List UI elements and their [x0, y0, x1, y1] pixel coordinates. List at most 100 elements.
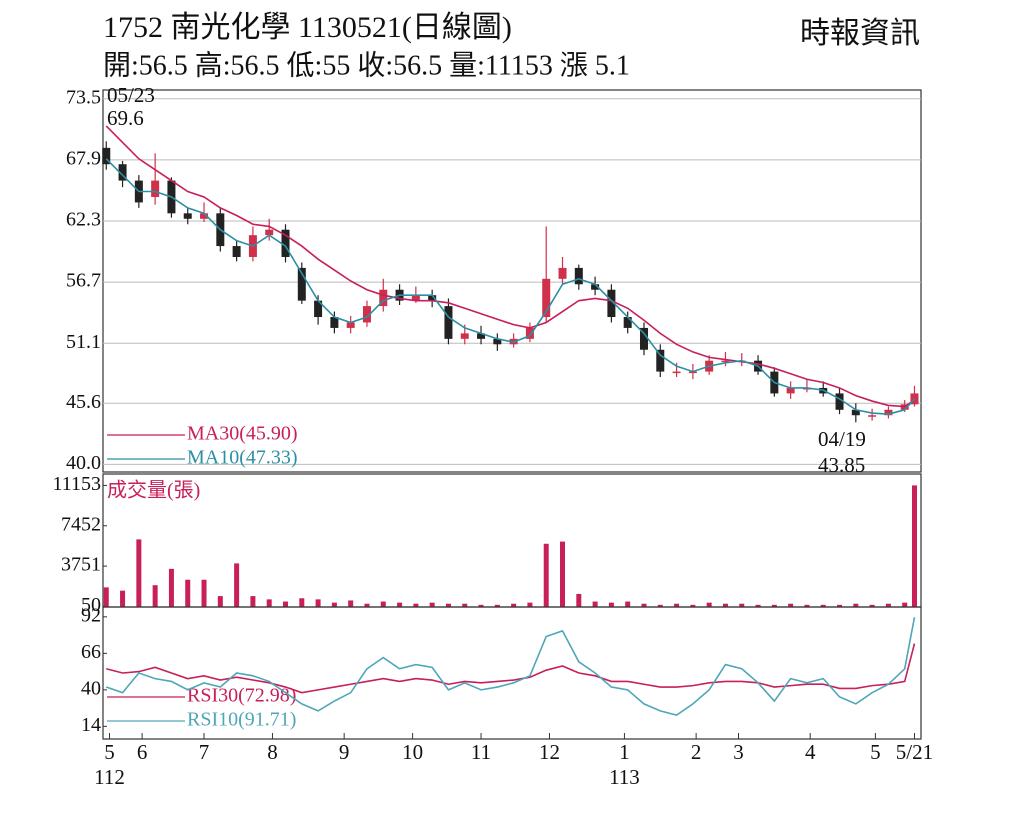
y-tick-label: 73.5	[66, 86, 101, 108]
candle-body	[851, 409, 860, 416]
volume-bar	[348, 600, 354, 607]
candle-body	[477, 333, 486, 339]
annotation: 04/19	[818, 427, 866, 451]
volume-bar	[560, 541, 566, 607]
volume-bar	[136, 539, 142, 607]
volume-bar	[397, 602, 403, 607]
y-tick-label: 40.0	[66, 452, 101, 474]
series-line	[105, 125, 915, 408]
x-tick-label: 3	[733, 740, 744, 764]
volume-bar	[706, 602, 712, 607]
volume-bar	[739, 603, 745, 607]
candle-body	[460, 333, 469, 339]
x-tick-label: 12	[539, 740, 560, 764]
volume-bar	[885, 603, 891, 607]
candle-body	[786, 387, 795, 394]
volume-bar	[543, 543, 549, 607]
volume-bar	[217, 596, 223, 607]
candle-body	[297, 267, 306, 301]
x-tick-label: 5/21	[896, 740, 933, 764]
y-tick-label: 67.9	[66, 147, 101, 169]
candle-body	[232, 246, 241, 257]
x-tick-label: 5	[104, 740, 115, 764]
candle-body	[281, 229, 290, 257]
annotation: 05/23	[107, 83, 155, 107]
y-tick-label: 51.1	[66, 331, 101, 353]
panel-frame	[102, 606, 922, 740]
candle-body	[910, 393, 919, 405]
volume-bar	[283, 601, 289, 607]
volume-bar	[837, 604, 843, 607]
candle-body	[346, 322, 355, 328]
x-tick-label: 2	[691, 740, 702, 764]
y-tick-label: 7452	[61, 513, 101, 535]
y-tick-label: 14	[81, 714, 101, 736]
volume-bar	[869, 604, 875, 607]
x-tick-label: 4	[805, 740, 816, 764]
annotation: 43.85	[818, 453, 865, 477]
y-tick-label: 3751	[61, 554, 101, 576]
candle-body	[118, 164, 127, 181]
candle-body	[151, 180, 160, 197]
volume-bar	[250, 596, 256, 607]
volume-bar	[380, 601, 386, 607]
candle-body	[200, 213, 209, 219]
candle-body	[835, 393, 844, 410]
volume-bar	[168, 568, 174, 607]
candle-body	[379, 289, 388, 307]
candle-body	[639, 327, 648, 350]
volume-bar	[120, 590, 126, 607]
candle-body	[102, 147, 111, 165]
candle-body	[493, 338, 502, 345]
x-tick-label: 1	[619, 740, 630, 764]
candle-body	[183, 213, 192, 219]
volume-bar	[511, 603, 517, 607]
volume-bar	[576, 593, 582, 607]
x-tick-label: 9	[339, 740, 350, 764]
volume-bar	[429, 602, 435, 607]
panel-title: 成交量(張)	[107, 479, 200, 502]
x-tick-label: 10	[402, 740, 423, 764]
year-label: 113	[609, 765, 640, 789]
panel-frame	[102, 89, 922, 473]
candle-body	[558, 267, 567, 279]
volume-bar	[234, 563, 240, 607]
volume-bar	[494, 604, 500, 607]
y-tick-label: 11153	[52, 473, 101, 495]
volume-bar	[722, 603, 728, 607]
volume-bar	[902, 602, 908, 607]
volume-bar	[331, 602, 337, 607]
candle-body	[330, 317, 339, 328]
volume-bar	[152, 585, 158, 607]
x-tick-label: 7	[199, 740, 210, 764]
volume-bar	[185, 579, 191, 607]
candle-body	[265, 229, 274, 236]
volume-bar	[315, 599, 321, 607]
candle-body	[868, 415, 877, 417]
candle-body	[574, 267, 583, 285]
volume-bar	[266, 599, 272, 607]
candle-body	[428, 295, 437, 301]
y-tick-label: 40	[81, 677, 101, 699]
quote-line: 開:56.5 高:56.5 低:55 收:56.5 量:11153 漲 5.1	[103, 49, 630, 81]
y-tick-label: 45.6	[66, 391, 101, 413]
volume-bar	[804, 604, 810, 607]
volume-bar	[201, 579, 207, 607]
candle-body	[591, 284, 600, 290]
volume-bar	[641, 603, 647, 607]
volume-bar	[771, 604, 777, 607]
candle-body	[542, 278, 551, 318]
series-line	[105, 158, 916, 415]
year-label: 112	[94, 765, 125, 789]
volume-bar	[478, 604, 484, 607]
annotation: 69.6	[107, 106, 144, 130]
candle-body	[656, 349, 665, 372]
y-tick-label: 92	[81, 604, 101, 626]
volume-bar	[820, 604, 826, 607]
x-tick-label: 5	[870, 740, 881, 764]
legend-label: RSI10(91.71)	[187, 709, 296, 731]
volume-bar	[788, 603, 794, 607]
candle-body	[525, 327, 534, 339]
